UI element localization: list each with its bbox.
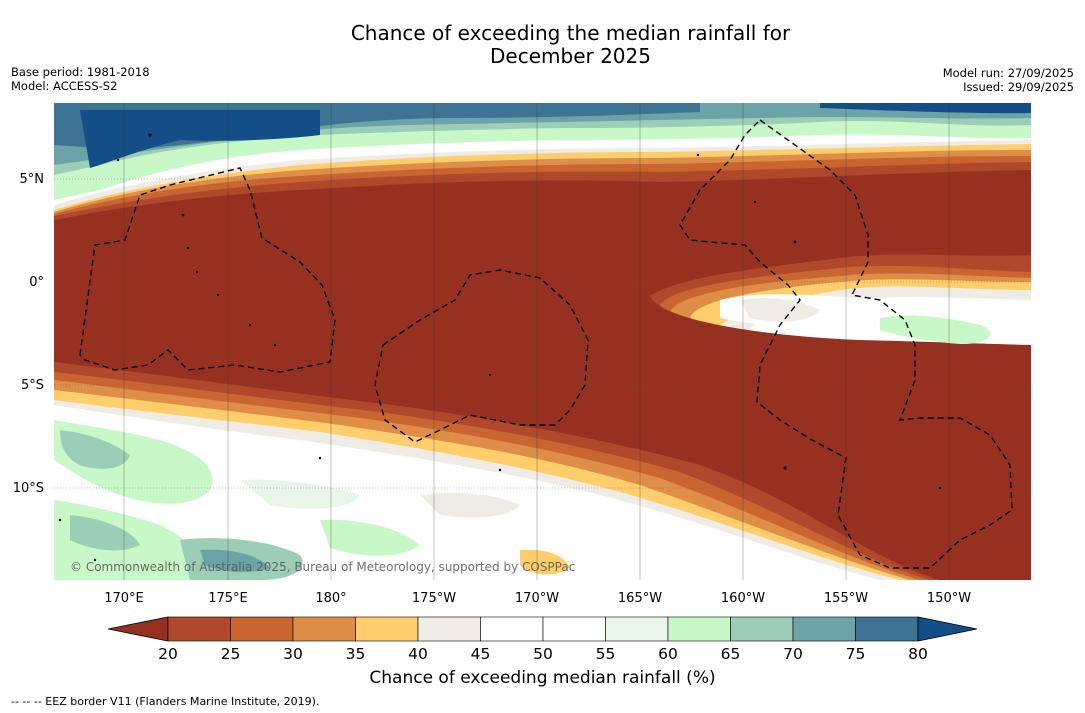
colorbar-tick-label: 75 <box>846 645 866 663</box>
colorbar-segment <box>730 616 794 642</box>
colorbar-labels: 20 25 30 35 40 45 50 55 60 65 70 75 80 <box>158 645 928 663</box>
lat-label: 10°S <box>13 481 44 496</box>
colorbar-tick-label: 35 <box>346 645 366 663</box>
lat-label: 0° <box>29 275 44 290</box>
model-name: Model: ACCESS-S2 <box>11 79 118 93</box>
eez-legend-note: -- -- -- EEZ border V11 (Flanders Marine… <box>11 695 320 708</box>
issued-date: Issued: 29/09/2025 <box>963 80 1074 94</box>
colorbar-tick-label: 50 <box>533 645 553 663</box>
lon-label: 180° <box>315 591 346 606</box>
colorbar <box>107 616 978 642</box>
colorbar-segment <box>855 616 919 642</box>
colorbar-tick-label: 70 <box>783 645 803 663</box>
colorbar-segment <box>605 616 669 642</box>
copyright-text: © Commonwealth of Australia 2025, Bureau… <box>70 560 575 574</box>
lon-label: 170°E <box>104 591 144 606</box>
base-period: Base period: 1981-2018 <box>11 65 150 79</box>
colorbar-tick-label: 20 <box>158 645 178 663</box>
colorbar-segment <box>542 616 606 642</box>
colorbar-tick-label: 80 <box>908 645 928 663</box>
lon-label: 160°W <box>721 591 765 606</box>
lat-labels: 5°N 0° 5°S 10°S <box>13 172 44 496</box>
colorbar-segment <box>167 616 231 642</box>
rainfall-probability-field <box>54 103 1031 580</box>
colorbar-segment <box>230 616 294 642</box>
title-line-1: Chance of exceeding the median rainfall … <box>350 21 791 45</box>
lat-label: 5°S <box>21 378 44 393</box>
lon-label: 155°W <box>824 591 868 606</box>
lon-label: 175°W <box>412 591 456 606</box>
colorbar-segment <box>667 616 731 642</box>
colorbar-extend-high <box>917 616 978 642</box>
lon-label: 150°W <box>927 591 971 606</box>
colorbar-tick-label: 40 <box>408 645 428 663</box>
colorbar-segment <box>355 616 419 642</box>
colorbar-segment <box>292 616 356 642</box>
map-title: Chance of exceeding the median rainfall … <box>0 22 1085 68</box>
lat-label: 5°N <box>20 172 45 187</box>
lon-label: 170°W <box>515 591 559 606</box>
lon-label: 175°E <box>208 591 248 606</box>
colorbar-segment <box>792 616 856 642</box>
colorbar-tick-label: 65 <box>721 645 741 663</box>
colorbar-tick-label: 45 <box>471 645 491 663</box>
meta-right: Model run: 27/09/2025 Issued: 29/09/2025 <box>943 66 1074 94</box>
colorbar-tick-label: 60 <box>658 645 678 663</box>
meta-left: Base period: 1981-2018 Model: ACCESS-S2 <box>11 65 150 93</box>
model-run: Model run: 27/09/2025 <box>942 66 1074 80</box>
meridians <box>123 103 950 580</box>
colorbar-title: Chance of exceeding median rainfall (%) <box>369 668 716 688</box>
colorbar-extend-low <box>107 616 169 642</box>
colorbar-segment <box>480 616 544 642</box>
lon-labels: 170°E 175°E 180° 175°W 170°W 165°W 160°W… <box>104 591 971 606</box>
title-line-2: December 2025 <box>490 44 651 68</box>
colorbar-segment <box>417 616 481 642</box>
colorbar-tick-label: 25 <box>221 645 241 663</box>
colorbar-tick-label: 30 <box>283 645 303 663</box>
lon-label: 165°W <box>618 591 662 606</box>
islands <box>58 133 942 562</box>
graticule <box>54 178 1031 489</box>
colorbar-tick-label: 55 <box>596 645 616 663</box>
eez-borders <box>79 119 1013 569</box>
